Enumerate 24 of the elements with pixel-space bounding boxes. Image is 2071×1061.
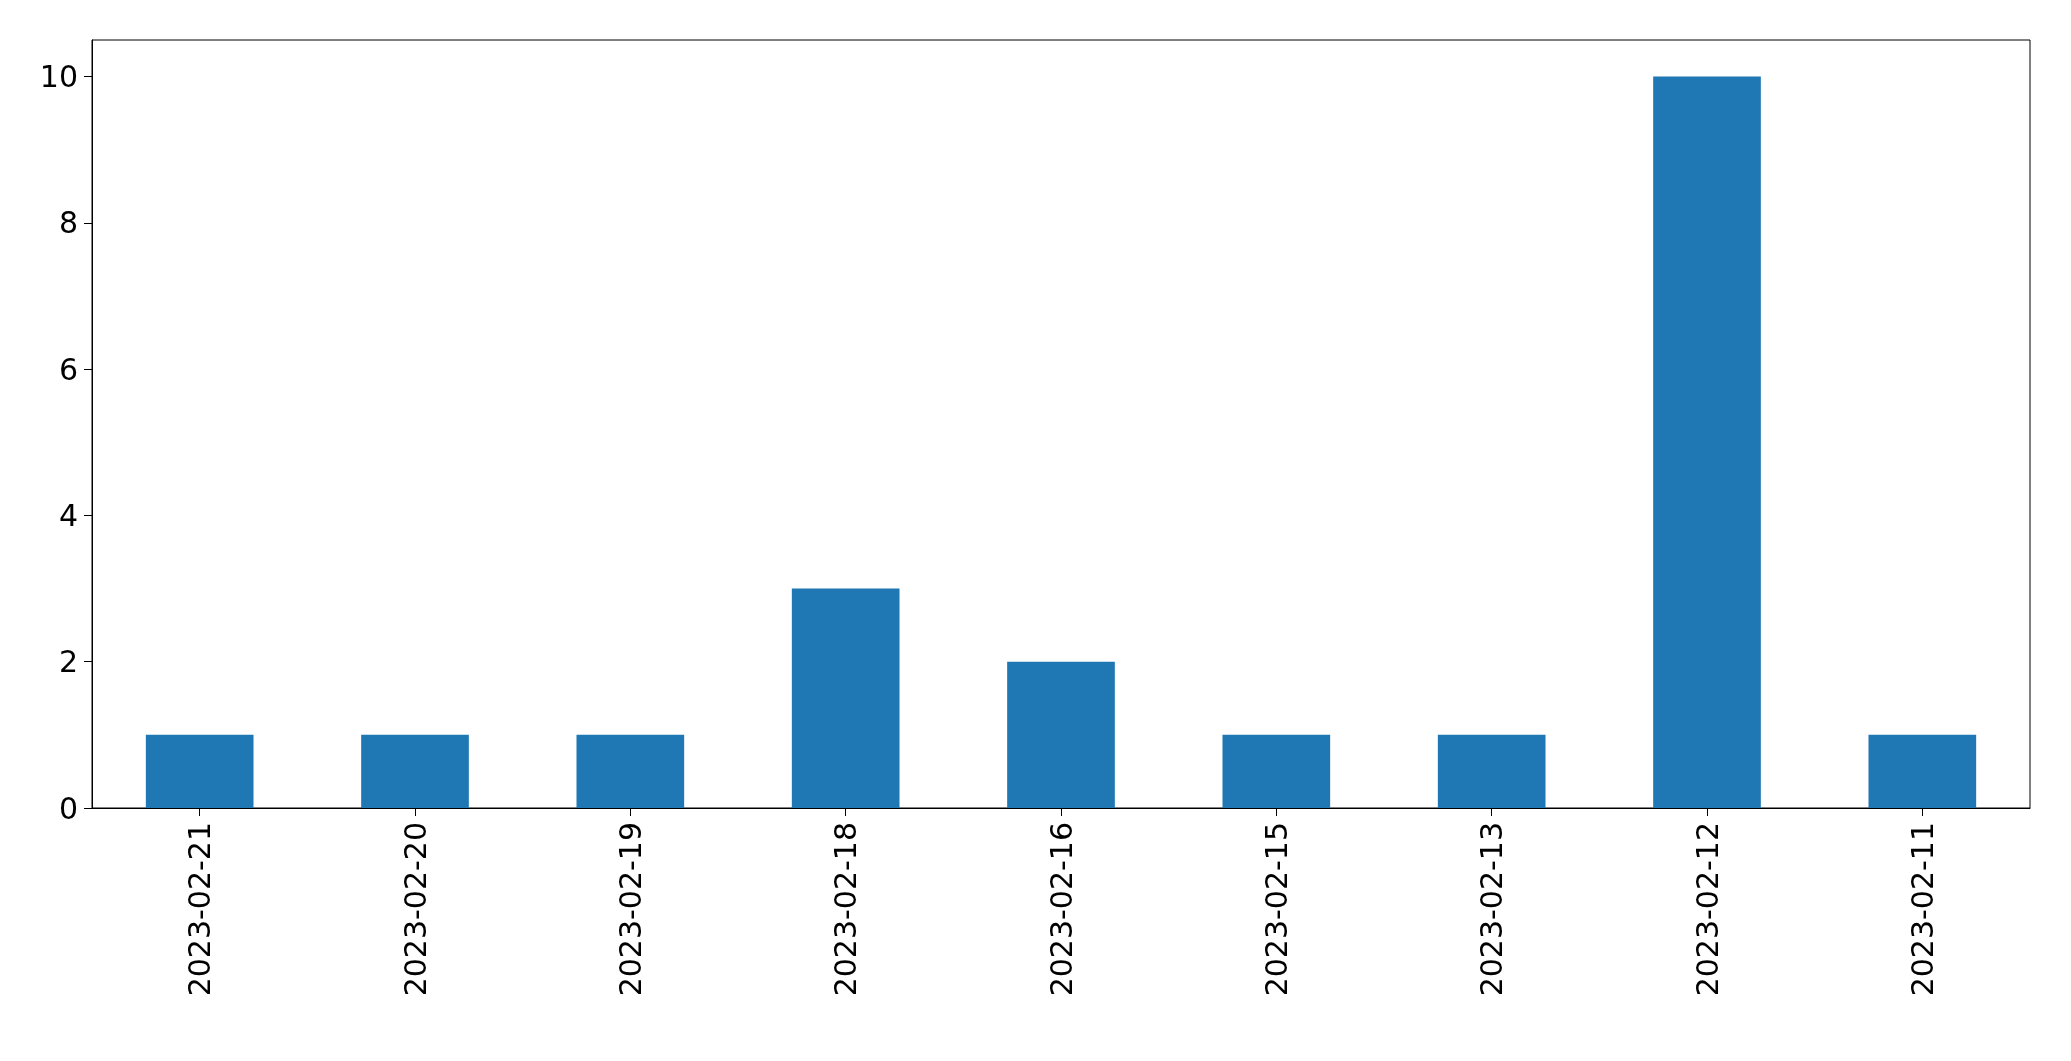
x-tick-label: 2023-02-19 xyxy=(612,822,648,997)
x-tick-label: 2023-02-13 xyxy=(1474,822,1510,997)
x-tick-label: 2023-02-16 xyxy=(1043,822,1079,997)
bar xyxy=(361,734,469,808)
x-tick-label: 2023-02-21 xyxy=(182,822,218,997)
y-tick-label: 6 xyxy=(58,351,78,387)
bar xyxy=(576,734,685,808)
bar xyxy=(1222,734,1331,808)
x-tick-label: 2023-02-15 xyxy=(1258,822,1294,997)
y-tick-label: 8 xyxy=(58,205,78,241)
bar xyxy=(145,734,254,808)
x-tick-label: 2023-02-11 xyxy=(1904,822,1940,997)
y-tick-label: 2 xyxy=(58,644,78,680)
x-tick-label: 2023-02-18 xyxy=(828,822,864,997)
bar xyxy=(1007,661,1115,808)
bar xyxy=(1437,734,1546,808)
x-tick-label: 2023-02-12 xyxy=(1689,822,1725,997)
y-tick-label: 0 xyxy=(58,790,78,826)
bar xyxy=(791,588,900,808)
y-tick-label: 10 xyxy=(39,59,78,95)
y-tick-label: 4 xyxy=(58,497,78,533)
bar xyxy=(1653,76,1761,808)
bar xyxy=(1868,734,1977,808)
x-tick-label: 2023-02-20 xyxy=(397,822,433,997)
